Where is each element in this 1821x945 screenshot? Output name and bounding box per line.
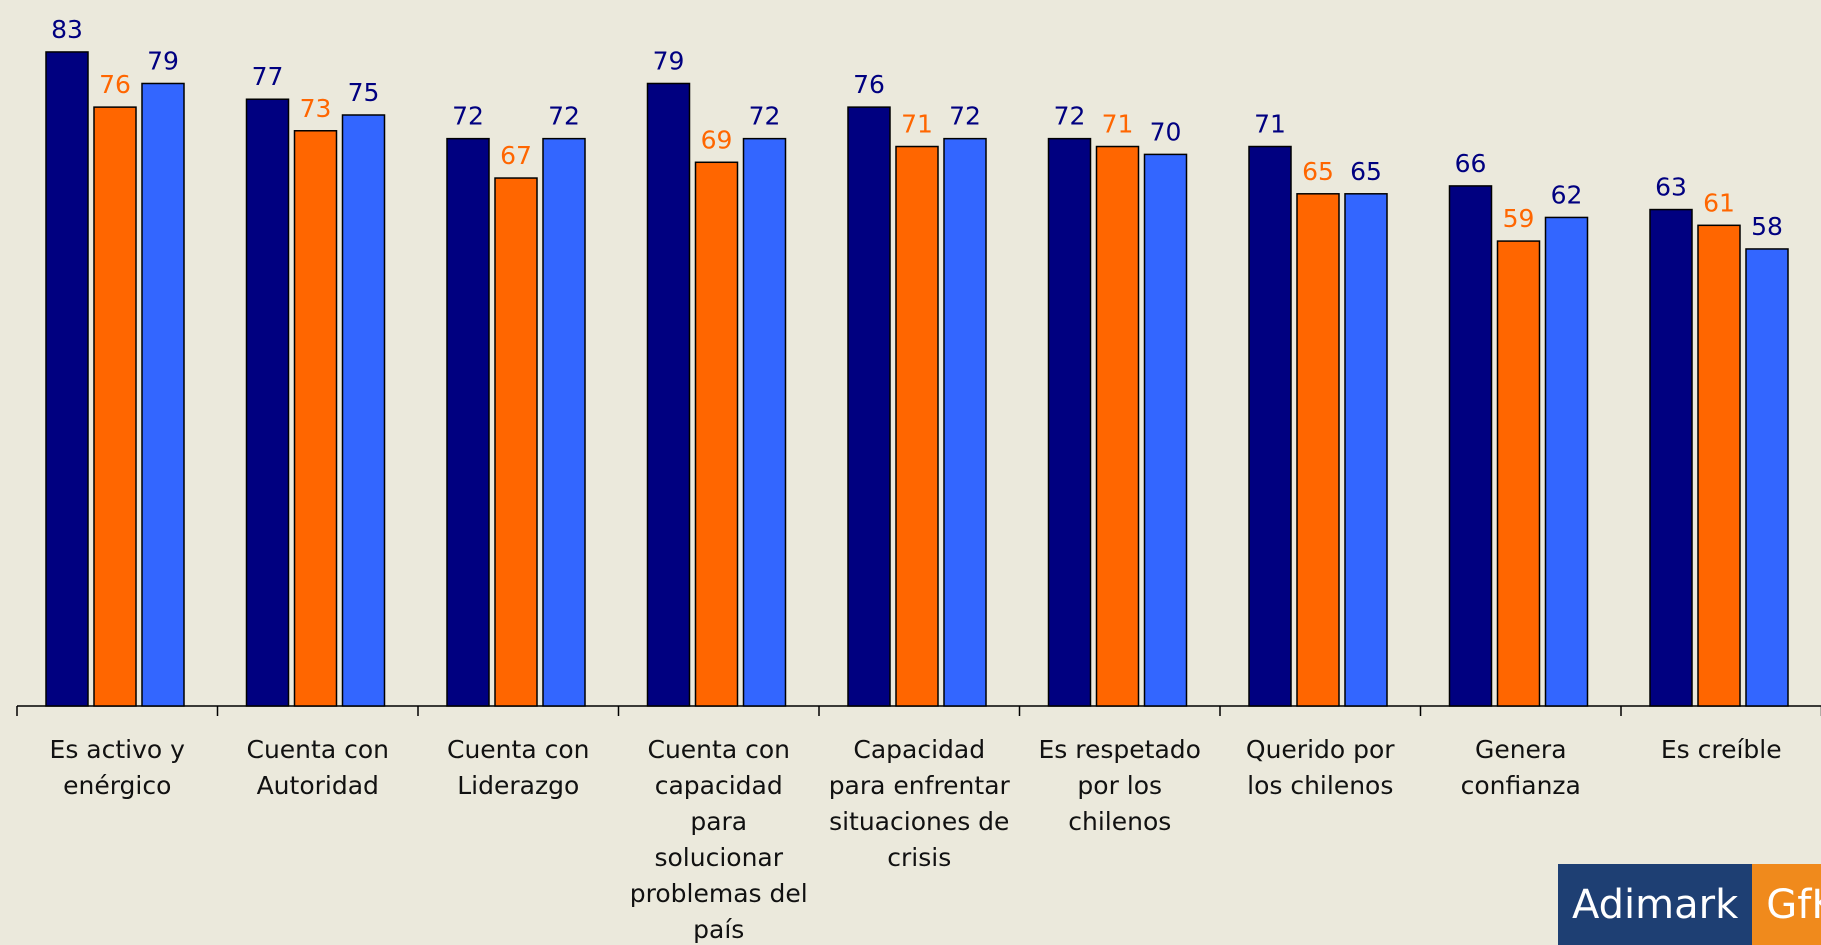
x-tick-label: Es creíble: [1660, 735, 1782, 764]
bar: [1248, 145, 1292, 707]
value-label: 65: [1350, 157, 1382, 186]
bar: [1047, 137, 1092, 707]
value-label: 77: [252, 62, 284, 91]
bar: [895, 145, 939, 707]
x-tick-label: Es respetado por los chilenos: [1038, 735, 1201, 836]
x-tick-label: Genera confianza: [1460, 735, 1581, 800]
x-tick-label: Cuenta con capacidad para solucionar pro…: [629, 735, 808, 944]
bar: [646, 82, 691, 707]
value-label: 83: [51, 15, 83, 44]
value-label: 69: [701, 125, 733, 154]
bar: [1544, 216, 1589, 707]
bar: [1649, 208, 1693, 707]
value-label: 79: [653, 46, 685, 75]
bar: [494, 177, 538, 707]
value-label: 67: [500, 141, 532, 170]
value-label: 65: [1302, 157, 1334, 186]
value-label: 72: [548, 102, 580, 131]
bar: [1745, 248, 1789, 707]
bar: [1143, 153, 1188, 707]
value-label: 76: [99, 70, 131, 99]
bar: [93, 106, 137, 707]
bar: [341, 114, 386, 707]
bar: [245, 98, 290, 707]
logo: Adimark GfK: [1558, 864, 1821, 945]
bar: [1496, 240, 1541, 707]
bar: [1344, 193, 1388, 707]
value-label: 72: [949, 102, 981, 131]
bar: [1095, 145, 1140, 707]
value-label: 72: [452, 102, 484, 131]
bar: [45, 51, 89, 707]
bar: [943, 137, 987, 707]
value-label: 72: [749, 102, 781, 131]
logo-right: GfK: [1752, 864, 1821, 945]
bar: [542, 137, 586, 707]
bar: [1296, 193, 1340, 707]
x-tick-label: Es activo y enérgico: [49, 735, 185, 800]
value-label: 66: [1455, 149, 1487, 178]
value-label: 71: [1102, 110, 1134, 139]
value-label: 75: [348, 78, 380, 107]
value-label: 76: [853, 70, 885, 99]
value-label: 70: [1150, 117, 1182, 146]
bar: [847, 106, 891, 707]
value-label: 59: [1503, 204, 1535, 233]
bar: [1448, 185, 1493, 707]
value-label: 61: [1703, 188, 1735, 217]
bar: [742, 137, 787, 707]
value-label: 73: [300, 94, 332, 123]
bar: [141, 82, 185, 707]
bar: [293, 130, 338, 707]
x-tick-label: Querido por los chilenos: [1245, 735, 1395, 800]
bar: [446, 137, 490, 707]
value-label: 71: [901, 110, 933, 139]
x-tick-label: Cuenta con Liderazgo: [447, 735, 590, 800]
value-label: 63: [1655, 173, 1687, 202]
bar: [1697, 224, 1741, 707]
value-label: 71: [1254, 110, 1286, 139]
x-tick-label: Capacidad para enfrentar situaciones de …: [828, 735, 1010, 872]
bar: [694, 161, 739, 707]
logo-left: Adimark: [1558, 864, 1753, 945]
value-label: 72: [1054, 102, 1086, 131]
value-label: 58: [1751, 212, 1783, 241]
value-label: 62: [1551, 180, 1583, 209]
x-tick-label: Cuenta con Autoridad: [246, 735, 389, 800]
value-label: 79: [147, 46, 179, 75]
